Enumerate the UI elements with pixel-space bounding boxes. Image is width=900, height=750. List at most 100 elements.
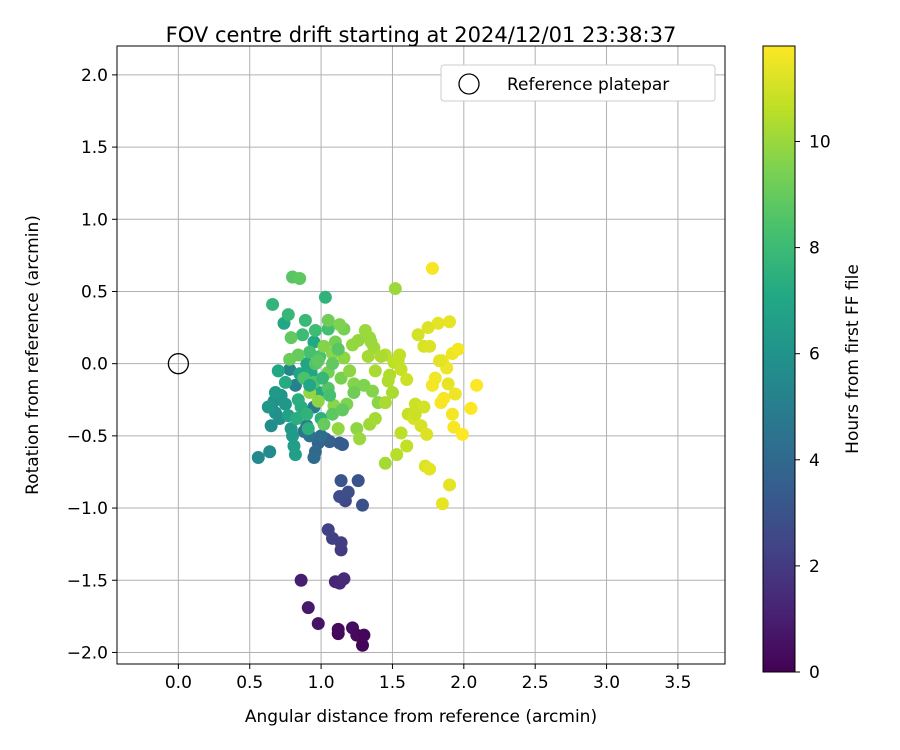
- data-point: [464, 401, 478, 415]
- data-point: [271, 364, 285, 378]
- data-point: [296, 328, 310, 342]
- data-point: [288, 448, 302, 462]
- data-point: [301, 422, 315, 436]
- colorbar-gradient: [762, 45, 796, 673]
- data-point: [314, 429, 328, 443]
- colorbar-tick-label: 0: [809, 663, 820, 683]
- data-point: [448, 387, 462, 401]
- data-point: [251, 451, 265, 465]
- grid-lines: [117, 46, 725, 664]
- data-point: [451, 342, 465, 356]
- x-tick-label: 2.5: [522, 673, 549, 693]
- x-tick-label: 0.5: [236, 673, 263, 693]
- data-point: [317, 339, 331, 353]
- y-tick-label: −2.0: [67, 643, 108, 663]
- data-point: [361, 349, 375, 363]
- data-point: [307, 451, 321, 465]
- data-point: [394, 426, 408, 440]
- data-point: [283, 352, 297, 366]
- data-point: [368, 364, 382, 378]
- x-tick-label: 0.0: [165, 673, 192, 693]
- data-point: [411, 328, 425, 342]
- data-point: [368, 412, 382, 426]
- chart-title: FOV centre drift starting at 2024/12/01 …: [166, 23, 677, 47]
- data-point: [431, 316, 445, 330]
- colorbar-tick-label: 6: [809, 345, 820, 365]
- data-point: [284, 331, 298, 345]
- y-axis-label: Rotation from reference (arcmin): [23, 215, 43, 495]
- data-point: [435, 497, 449, 511]
- colorbar-tick-label: 8: [809, 239, 820, 259]
- data-point: [423, 339, 437, 353]
- data-point: [423, 462, 437, 476]
- data-point: [381, 374, 395, 388]
- data-point: [318, 290, 332, 304]
- data-point: [443, 315, 457, 329]
- data-point: [326, 407, 340, 421]
- data-point: [281, 308, 295, 322]
- data-point: [266, 297, 280, 311]
- legend-label: Reference platepar: [507, 75, 669, 95]
- data-point: [351, 334, 365, 348]
- data-point: [301, 601, 315, 615]
- data-point: [300, 407, 314, 421]
- y-tick-label: 1.0: [81, 210, 108, 230]
- x-tick-label: 3.5: [664, 673, 691, 693]
- data-point: [343, 364, 357, 378]
- data-point: [400, 439, 414, 453]
- data-point: [303, 345, 317, 359]
- data-point: [316, 371, 330, 385]
- data-point: [331, 622, 345, 636]
- data-point: [336, 403, 350, 417]
- colorbar-label: Hours from first FF file: [843, 264, 863, 454]
- plot-frame: [116, 45, 726, 665]
- x-tick-label: 3.0: [593, 673, 620, 693]
- data-point: [385, 386, 399, 400]
- data-point: [388, 282, 402, 296]
- data-point: [321, 523, 335, 537]
- legend-open-circle-marker: [458, 73, 480, 95]
- data-point: [425, 261, 439, 275]
- data-point: [331, 422, 345, 436]
- data-point: [317, 417, 331, 431]
- data-point: [357, 628, 371, 642]
- data-point: [333, 318, 347, 332]
- data-point: [326, 357, 340, 371]
- data-point: [364, 335, 378, 349]
- data-point: [334, 371, 348, 385]
- data-point: [417, 400, 431, 414]
- legend: Reference platepar: [440, 64, 716, 102]
- data-point: [311, 354, 325, 368]
- data-point: [470, 378, 484, 392]
- y-tick-label: −0.5: [67, 427, 108, 447]
- data-point: [408, 407, 422, 421]
- data-point: [355, 638, 369, 652]
- data-points: [251, 261, 484, 652]
- data-point: [283, 362, 297, 376]
- data-point: [263, 445, 277, 459]
- x-axis-label: Angular distance from reference (arcmin): [245, 707, 597, 727]
- data-point: [420, 427, 434, 441]
- x-tick-label: 2.0: [450, 673, 477, 693]
- data-point: [434, 396, 448, 410]
- data-point: [378, 396, 392, 410]
- data-point: [291, 393, 305, 407]
- y-tick-label: 0.5: [81, 282, 108, 302]
- data-point: [421, 321, 435, 335]
- data-point: [390, 448, 404, 462]
- y-tick-label: 0.0: [81, 355, 108, 375]
- data-point: [307, 335, 321, 349]
- colorbar: 0 2 4 6 8 10 Hours from first FF file: [762, 45, 863, 683]
- data-point: [331, 342, 345, 356]
- reference-platepar-marker: [167, 353, 190, 375]
- data-point: [355, 498, 369, 512]
- colorbar-tick-label: 10: [809, 132, 831, 152]
- colorbar-ticks: 0 2 4 6 8 10: [795, 132, 831, 683]
- data-point: [311, 394, 325, 408]
- x-tick-label: 1.5: [379, 673, 406, 693]
- data-point: [288, 378, 302, 392]
- data-point: [261, 400, 275, 414]
- x-axis-ticks: 0.0 0.5 1.0 1.5 2.0 2.5 3.0 3.5: [165, 664, 691, 693]
- data-point: [391, 354, 405, 368]
